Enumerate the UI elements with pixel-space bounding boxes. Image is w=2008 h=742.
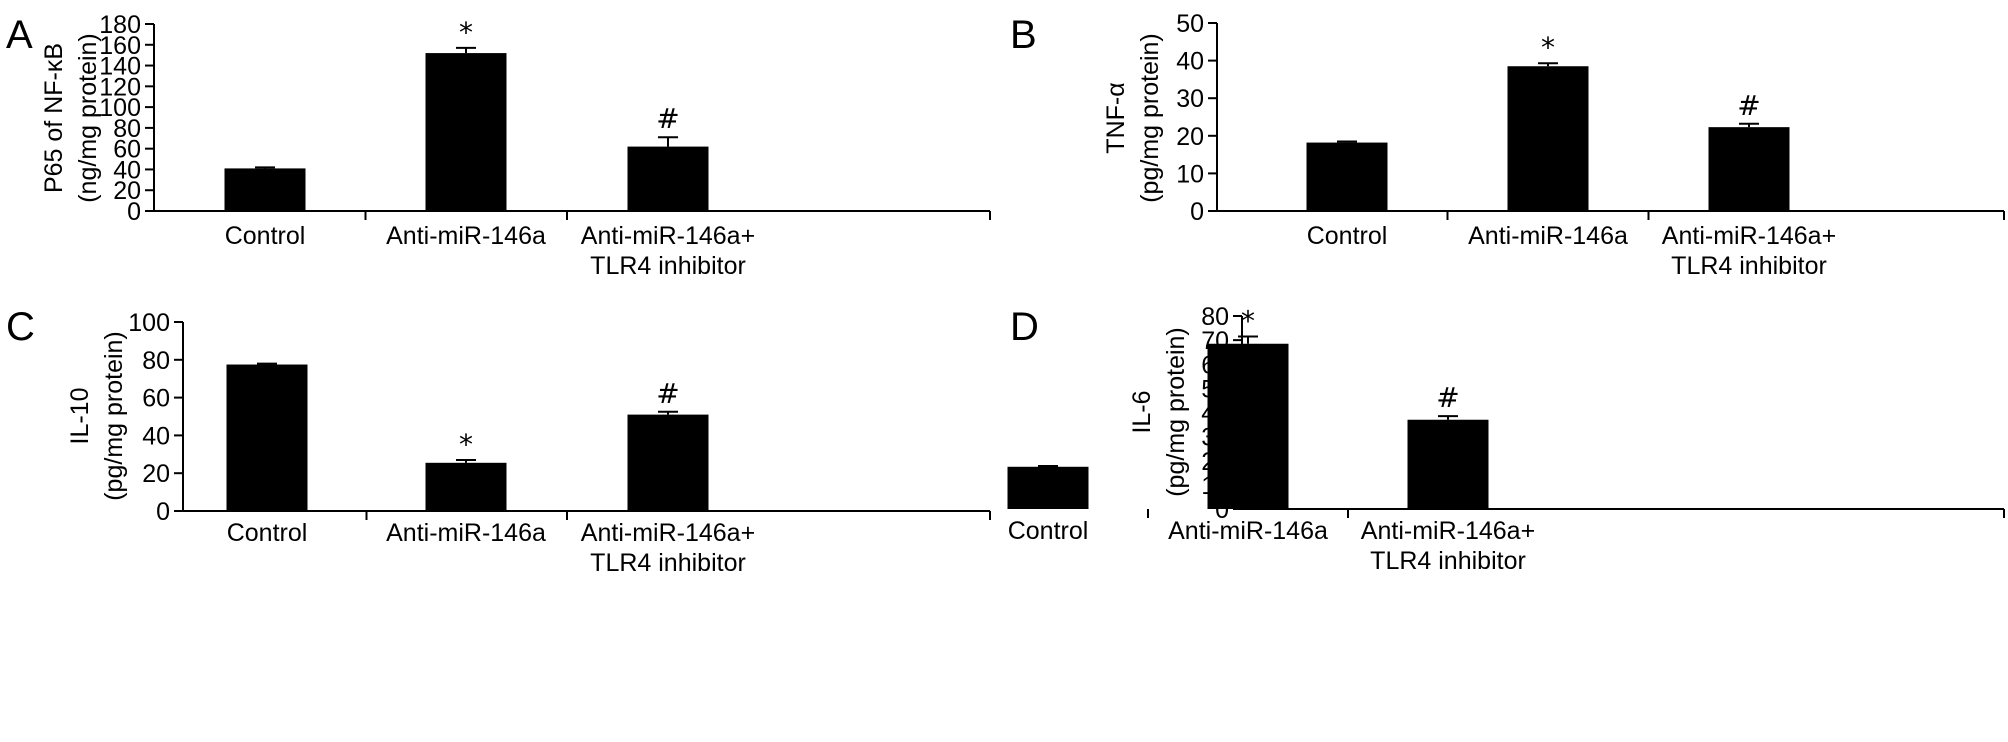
panel-b: B TNF-α (pg/mg protein) 0 10 20 30 40 50 Control *… <box>1004 0 2008 371</box>
panel-d: DIL-6(pg/mg protein)01020304050607080Con… <box>1004 303 2008 742</box>
bar <box>627 146 709 211</box>
y-tick-label: 100 <box>128 309 170 337</box>
category-label: Anti-miR-146a <box>1468 222 1628 250</box>
significance-hash: # <box>1737 89 1760 122</box>
bar <box>224 168 306 211</box>
y-tick-label: 60 <box>113 136 141 164</box>
category-label: Anti-miR-146a <box>1168 517 1328 545</box>
panel-letter: C <box>6 305 35 349</box>
category-label: Control <box>1307 222 1388 250</box>
y-tick-label: 10 <box>1176 160 1204 188</box>
significance-hash: # <box>656 377 679 410</box>
y-tick-label: 0 <box>156 498 170 526</box>
category-label: Anti-miR-146a+ <box>581 222 755 250</box>
y-axis-title: IL-6 <box>1128 390 1156 433</box>
y-tick-label: 20 <box>113 177 141 205</box>
bar <box>226 364 308 511</box>
category-label: Anti-miR-146a <box>386 519 546 547</box>
chart-d: DIL-6(pg/mg protein)01020304050607080Con… <box>1007 303 2005 575</box>
panel-c: C IL-10 (pg/mg protein) 0 20 40 60 80 100 Control… <box>0 305 1004 742</box>
y-tick-label: 140 <box>99 53 141 81</box>
y-axis-unit: (pg/mg protein) <box>100 331 128 501</box>
category-label: Control <box>227 519 308 547</box>
y-tick-label: 40 <box>142 422 170 450</box>
significance-star: * <box>1541 31 1555 64</box>
bar <box>627 414 709 511</box>
y-tick-label: 40 <box>113 156 141 184</box>
bar <box>425 53 507 211</box>
y-tick-label: 50 <box>1176 10 1204 38</box>
y-tick-label: 0 <box>127 198 141 226</box>
y-tick-label: 80 <box>142 347 170 375</box>
y-axis-unit: (ng/mg protein) <box>74 33 102 203</box>
y-tick-label: 80 <box>113 115 141 143</box>
category-label: Anti-miR-146a+ <box>1662 222 1836 250</box>
panel-a: A P65 of NF-κB (ng/mg protein) 0 20 40 60 80 100… <box>0 0 1004 371</box>
bar <box>1207 343 1289 509</box>
bar <box>1306 142 1388 211</box>
panel-letter: A <box>6 13 33 57</box>
y-tick-label: 40 <box>1176 48 1204 76</box>
y-tick-label: 80 <box>1201 303 1229 331</box>
category-label: TLR4 inhibitor <box>1370 547 1526 575</box>
bar <box>1507 66 1589 212</box>
y-axis-unit: (pg/mg protein) <box>1136 33 1164 203</box>
category-label: Anti-miR-146a+ <box>1361 517 1535 545</box>
y-tick-label: 180 <box>99 11 141 39</box>
significance-star: * <box>459 16 473 49</box>
category-label: TLR4 inhibitor <box>590 252 746 280</box>
panel-letter: D <box>1010 305 1039 349</box>
category-label: TLR4 inhibitor <box>1671 252 1827 280</box>
y-tick-label: 20 <box>1176 123 1204 151</box>
significance-hash: # <box>656 102 679 135</box>
y-axis-title: P65 of NF-κB <box>40 43 68 193</box>
chart-c: C IL-10 (pg/mg protein) 0 20 40 60 80 100 Control… <box>6 305 991 577</box>
bar <box>1708 127 1790 211</box>
significance-hash: # <box>1436 381 1459 414</box>
y-axis-unit: (pg/mg protein) <box>1162 327 1190 497</box>
bar <box>425 462 507 511</box>
y-axis-title: TNF-α <box>1102 82 1130 153</box>
bar <box>1007 466 1089 509</box>
y-tick-label: 0 <box>1190 198 1204 226</box>
y-tick-label: 30 <box>1176 85 1204 113</box>
category-label: Anti-miR-146a <box>386 222 546 250</box>
significance-star: * <box>459 428 473 461</box>
y-tick-label: 160 <box>99 32 141 60</box>
significance-star: * <box>1241 305 1255 338</box>
category-label: Control <box>225 222 306 250</box>
y-tick-label: 100 <box>99 94 141 122</box>
y-axis-title: IL-10 <box>66 388 94 445</box>
panel-letter: B <box>1010 13 1037 57</box>
y-tick-label: 120 <box>99 73 141 101</box>
category-label: Control <box>1008 517 1089 545</box>
y-tick-label: 60 <box>142 385 170 413</box>
y-tick-label: 20 <box>142 460 170 488</box>
bar <box>1407 419 1489 509</box>
category-label: TLR4 inhibitor <box>590 549 746 577</box>
category-label: Anti-miR-146a+ <box>581 519 755 547</box>
chart-b: B TNF-α (pg/mg protein) 0 10 20 30 40 50 Control *… <box>1010 10 2005 280</box>
